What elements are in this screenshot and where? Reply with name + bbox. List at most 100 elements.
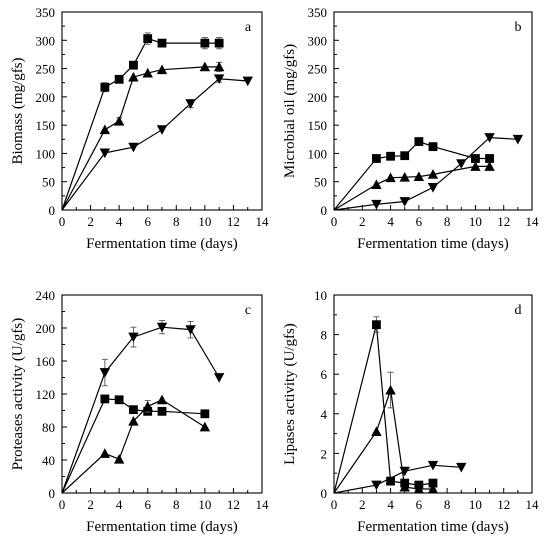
series-triangle-down <box>61 320 225 494</box>
data-point <box>484 161 495 171</box>
data-point <box>372 154 381 163</box>
y-tick-label: 150 <box>308 118 328 133</box>
data-point <box>399 171 410 182</box>
y-axis-label: Biomass (mg/gfs) <box>10 57 26 164</box>
x-tick-label: 14 <box>256 214 270 229</box>
series-line <box>333 140 490 211</box>
series-square <box>61 394 210 494</box>
y-tick-label: 200 <box>36 321 56 336</box>
x-tick-label: 6 <box>416 497 423 512</box>
data-point <box>386 476 395 486</box>
y-tick-label: 250 <box>308 62 328 77</box>
data-point <box>399 481 410 492</box>
data-point <box>386 151 395 161</box>
data-point <box>470 161 481 171</box>
series-line <box>333 464 462 494</box>
x-axis-label: Fermentation time (days) <box>357 519 509 535</box>
x-tick-label: 6 <box>144 497 151 512</box>
series-triangle-up <box>61 394 211 494</box>
x-axis-label: Fermentation time (days) <box>86 236 238 252</box>
x-tick-label: 2 <box>359 497 366 512</box>
data-point <box>99 124 111 135</box>
data-point <box>156 322 168 333</box>
data-point <box>142 67 153 78</box>
data-point <box>484 133 495 143</box>
data-point <box>399 197 410 207</box>
series-square <box>333 137 494 211</box>
series-line <box>61 78 248 211</box>
data-point <box>428 478 438 488</box>
x-tick-label: 10 <box>469 214 482 229</box>
data-point <box>414 137 424 146</box>
x-tick-label: 0 <box>331 497 338 512</box>
data-point <box>157 406 167 416</box>
data-point <box>371 179 382 189</box>
y-tick-label-zero: 0 <box>321 203 328 218</box>
x-tick-label: 8 <box>173 497 180 512</box>
data-point <box>128 416 139 426</box>
data-point <box>456 462 467 473</box>
y-tick-label: 8 <box>321 328 328 343</box>
data-point <box>399 466 410 477</box>
data-point <box>213 373 225 383</box>
y-tick-label: 200 <box>308 90 328 105</box>
y-tick-label: 240 <box>36 288 56 303</box>
y-tick-label: 160 <box>36 354 56 369</box>
x-tick-label: 14 <box>526 214 540 229</box>
data-point <box>427 483 439 494</box>
data-point <box>427 460 439 471</box>
series-triangle-down <box>333 460 467 494</box>
data-point <box>113 115 125 126</box>
data-point <box>129 405 138 415</box>
data-point <box>143 34 153 43</box>
chart-panel-a: 0 2 4 6 8 10 12 14 0 50 100 150 200 250 300 350 Fermenta… <box>10 5 269 252</box>
data-point <box>200 409 210 419</box>
data-point <box>99 148 111 159</box>
data-point <box>427 182 439 193</box>
series-line <box>333 324 434 494</box>
panel-label: a <box>245 20 252 35</box>
x-tick-label: 2 <box>359 214 366 229</box>
data-point <box>142 401 153 411</box>
data-point <box>456 159 467 169</box>
y-tick-label: 350 <box>308 5 328 20</box>
y-tick-label: 250 <box>36 62 56 77</box>
data-point <box>128 142 139 153</box>
series-line <box>61 326 220 494</box>
data-point <box>100 82 110 92</box>
x-tick-label: 4 <box>387 214 394 229</box>
y-tick-label: 40 <box>42 453 55 468</box>
chart-panel-d: 0 2 4 6 8 10 12 14 0 2 4 6 8 10 Fermentation time (day… <box>282 288 539 535</box>
data-point <box>413 483 425 494</box>
x-tick-label: 8 <box>444 214 451 229</box>
x-tick-label: 10 <box>198 214 211 229</box>
x-tick-label: 14 <box>256 497 270 512</box>
data-point <box>157 38 167 48</box>
x-tick-label: 10 <box>469 497 482 512</box>
y-tick-label-zero: 0 <box>321 486 328 501</box>
data-point <box>200 38 210 48</box>
x-tick-label: 4 <box>387 497 394 512</box>
data-point <box>156 64 168 75</box>
data-point <box>199 61 211 72</box>
chart-panel-b: 0 2 4 6 8 10 12 14 0 50 100 150 200 250 300 350 Fermenta… <box>282 5 539 252</box>
x-axis-label: Fermentation time (days) <box>86 519 238 535</box>
series-line <box>61 37 220 211</box>
series-triangle-up <box>333 371 439 494</box>
plot-frame <box>333 11 533 211</box>
y-tick-label: 4 <box>321 407 328 422</box>
x-tick-label: 0 <box>59 497 66 512</box>
x-tick-label: 8 <box>444 497 451 512</box>
series-triangle-down <box>333 133 524 211</box>
y-axis-label: Microbial oil (mg/gfs) <box>282 44 298 178</box>
data-point <box>471 154 480 163</box>
x-tick-label: 6 <box>144 214 151 229</box>
y-tick-label: 300 <box>36 33 56 48</box>
data-point <box>413 171 425 182</box>
x-tick-label: 12 <box>227 497 240 512</box>
y-tick-label: 150 <box>36 118 56 133</box>
y-tick-label: 2 <box>321 446 328 461</box>
x-tick-label: 0 <box>59 214 66 229</box>
data-point <box>242 76 253 87</box>
data-point <box>114 395 124 405</box>
